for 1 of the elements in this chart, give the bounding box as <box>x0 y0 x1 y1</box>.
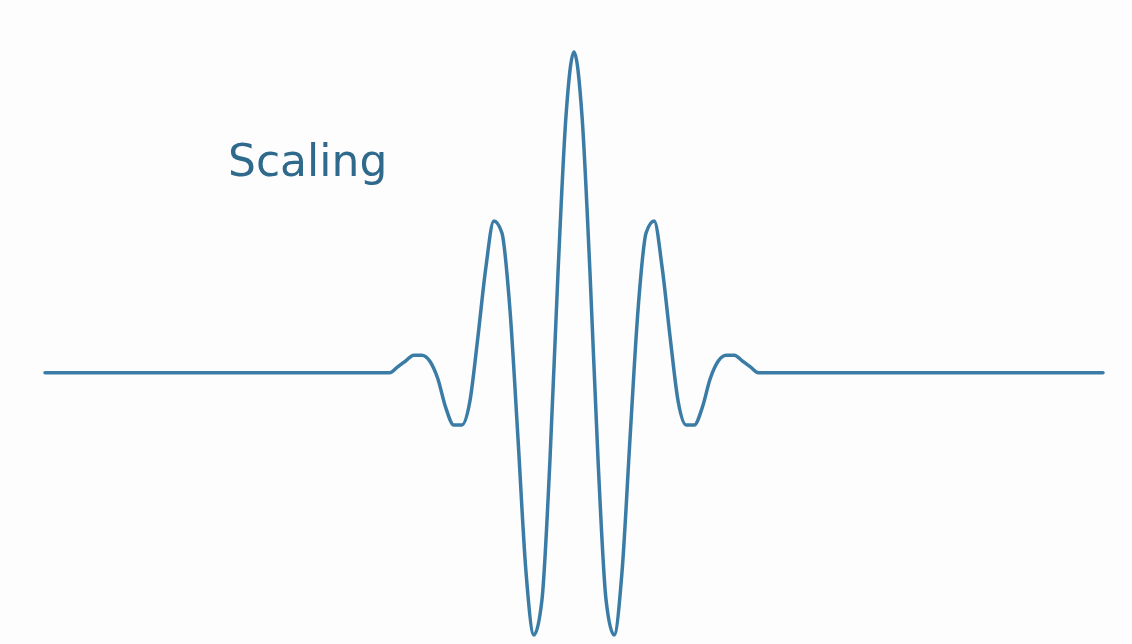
text: Scaling <box>228 135 388 186</box>
